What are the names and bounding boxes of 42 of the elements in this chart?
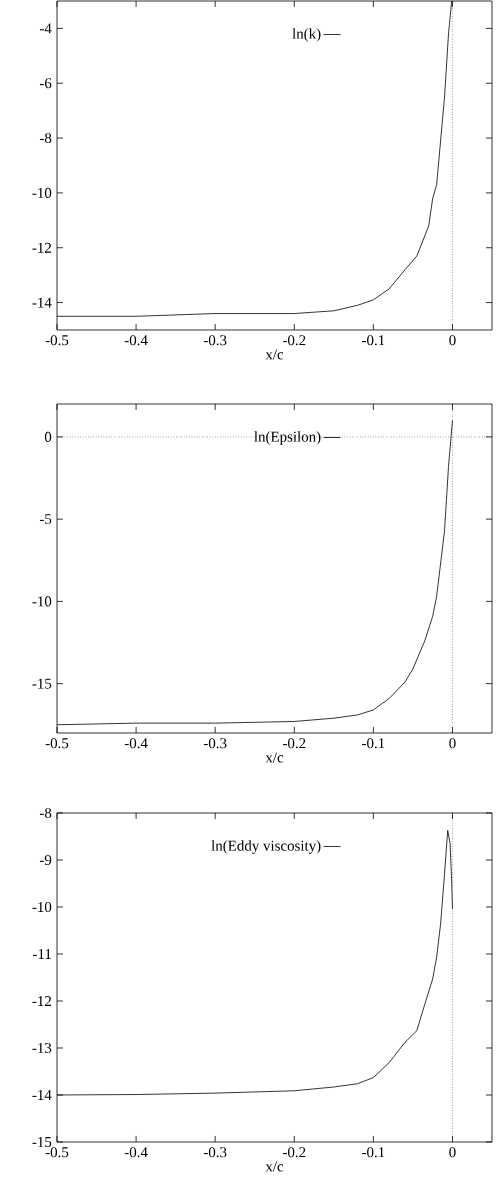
x-tick-label: -0.4 [124, 1147, 148, 1158]
y-tick-label: -6 [39, 78, 52, 89]
x-tick-label: -0.4 [124, 335, 148, 346]
y-tick-label: -5 [39, 514, 52, 525]
x-axis-title: x/c [265, 752, 284, 763]
y-tick-label: -8 [39, 133, 52, 144]
x-axis-title: x/c [265, 349, 284, 360]
y-tick-label: -9 [39, 854, 52, 866]
x-tick-label: -0.1 [362, 738, 385, 749]
x-tick-label: -0.3 [203, 738, 227, 749]
y-tick-label: -15 [32, 1137, 52, 1147]
y-tick-label: -15 [32, 678, 52, 689]
y-tick-label: -12 [32, 242, 51, 253]
y-tick-label: 0 [44, 431, 52, 442]
x-tick-label: -0.3 [203, 335, 227, 346]
x-tick-label: -0.3 [203, 1147, 227, 1158]
y-tick-label: -4 [39, 23, 52, 34]
y-tick-label: -10 [32, 187, 52, 198]
x-tick-label: -0.4 [124, 738, 148, 749]
y-tick-label: -10 [32, 596, 52, 607]
x-tick-label: -0.1 [362, 1147, 385, 1158]
y-tick-label: -12 [32, 996, 51, 1006]
x-tick-label: 0 [449, 1147, 456, 1158]
legend-label: ln(Eddy viscosity) [211, 840, 321, 854]
x-tick-label: -0.5 [45, 738, 69, 749]
y-tick-label: -11 [33, 949, 51, 959]
x-tick-label: 0 [449, 738, 456, 749]
x-tick-label: -0.1 [362, 335, 385, 346]
legend-label: ln(Epsilon) [254, 431, 321, 445]
legend-label: ln(k) [292, 28, 321, 42]
x-tick-label: -0.2 [282, 738, 306, 749]
y-tick-label: -13 [32, 1042, 52, 1054]
x-tick-label: -0.5 [45, 1147, 69, 1158]
y-tick-label: -10 [32, 901, 52, 913]
y-tick-label: -14 [32, 297, 52, 308]
x-tick-label: -0.5 [45, 335, 69, 346]
y-tick-label: -8 [39, 807, 52, 819]
x-tick-label: -0.2 [282, 1147, 306, 1158]
x-tick-label: 0 [449, 335, 456, 346]
x-tick-label: -0.2 [282, 335, 306, 346]
x-axis-title: x/c [265, 1161, 284, 1172]
y-tick-label: -14 [32, 1090, 52, 1100]
